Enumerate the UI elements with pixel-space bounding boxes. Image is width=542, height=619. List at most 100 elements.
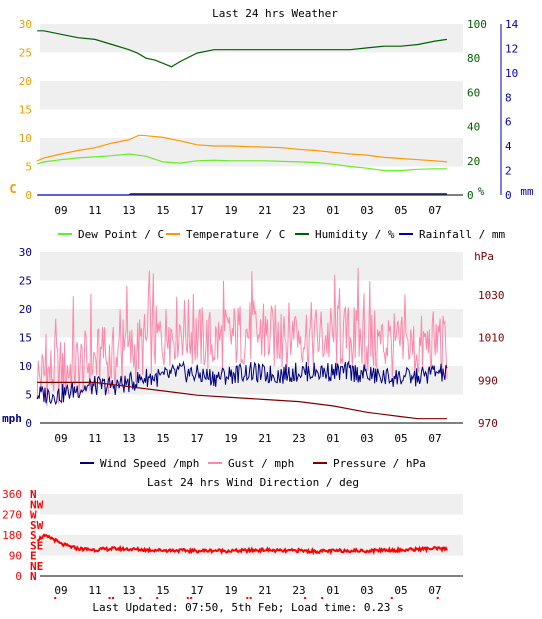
chart2-x-tick: 07: [428, 432, 441, 445]
chart3-series-wind-direction: [36, 533, 448, 556]
chart1-y-right1-tick: 0: [467, 189, 474, 202]
chart3-marker: [390, 597, 393, 599]
chart3-y-deg-tick: 270: [2, 509, 22, 522]
chart3-marker: [112, 597, 114, 599]
chart2-x-tick: 21: [258, 432, 271, 445]
chart3-marker: [249, 597, 252, 599]
chart3-y-compass-tick: SE: [30, 539, 43, 552]
chart2-series-pressure: [37, 381, 447, 420]
chart3-y-compass-tick: NE: [30, 560, 43, 573]
chart1-y-left-tick: 30: [19, 18, 32, 31]
chart1-y-left-tick: 15: [19, 104, 32, 117]
chart2-x-tick: 01: [326, 432, 339, 445]
chart1-x-tick: 19: [224, 204, 237, 217]
chart2-x-tick: 11: [88, 432, 101, 445]
chart2-y-left-label: mph: [2, 412, 22, 425]
chart1-y-left-tick: 10: [19, 132, 32, 145]
chart1-series-temperature-c: [36, 134, 447, 163]
chart1-series-rainfall-mm: [37, 193, 447, 196]
chart3-y-compass-tick: SW: [30, 519, 44, 532]
chart2-x-tick: 09: [54, 432, 67, 445]
chart1-y-right2-label: mm: [520, 185, 534, 198]
chart3-y-deg-tick: 90: [9, 550, 22, 563]
chart2-x-tick: 17: [190, 432, 203, 445]
chart1-series-dew-point-c: [37, 153, 447, 172]
chart1-y-right2-tick: 0: [505, 189, 512, 202]
chart2-y-right-label: hPa: [474, 250, 494, 263]
chart2-x-tick: 03: [360, 432, 373, 445]
chart1-x-tick: 23: [292, 204, 305, 217]
chart2-series-wind-speed: [36, 360, 448, 406]
chart1-y-right2-tick: 14: [505, 18, 519, 31]
chart3-x-tick: 03: [360, 584, 373, 597]
chart3-x-tick: 21: [258, 584, 271, 597]
chart1-x-tick: 17: [190, 204, 203, 217]
chart3-marker: [246, 597, 249, 599]
chart3-y-compass-tick: N: [30, 570, 37, 583]
chart3-y-deg-tick: 360: [2, 488, 22, 501]
chart1-y-right1-tick: 20: [467, 155, 480, 168]
chart1-legend-label: Temperature / C: [186, 228, 285, 241]
chart3-x-tick: 11: [88, 584, 101, 597]
chart1-x-tick: 09: [54, 204, 67, 217]
chart1-y-right1-label: %: [478, 185, 485, 198]
chart1-y-right2-tick: 8: [505, 91, 512, 104]
chart3-x-tick: 05: [394, 584, 407, 597]
chart2-x-tick: 05: [394, 432, 407, 445]
chart1-y-left-tick: 0: [25, 189, 32, 202]
chart1-y-right2-tick: 10: [505, 67, 518, 80]
chart3-marker: [190, 597, 193, 599]
chart2-series-gust: [36, 267, 448, 406]
chart1-series-humidity-: [37, 30, 447, 68]
chart2-x-tick: 15: [156, 432, 169, 445]
chart1-y-left-label: C: [9, 182, 16, 196]
chart3-marker: [304, 597, 307, 599]
chart1-band: [40, 81, 463, 110]
chart3-marker: [108, 597, 111, 599]
chart1-legend-label: Dew Point / C: [78, 228, 164, 241]
chart1-x-tick: 01: [326, 204, 339, 217]
chart3-y-compass-tick: E: [30, 550, 37, 563]
chart1-y-right1-tick: 40: [467, 121, 480, 134]
chart2-legend-label: Wind Speed /mph: [100, 457, 199, 470]
chart3-y-compass-tick: S: [30, 529, 37, 542]
chart3-title: Last 24 hrs Wind Direction / deg: [147, 476, 359, 489]
chart3-x-tick: 23: [292, 584, 305, 597]
footer-status: Last Updated: 07:50, 5th Feb; Load time:…: [92, 601, 403, 614]
chart2-y-right-tick: 1030: [478, 289, 505, 302]
chart2-x-tick: 23: [292, 432, 305, 445]
chart3-y-deg-tick: 0: [15, 570, 22, 583]
chart2-y-left-tick: 20: [19, 303, 32, 316]
chart3-y-deg-tick: 180: [2, 529, 22, 542]
chart1-y-right2-tick: 4: [505, 140, 512, 153]
chart1-y-left-tick: 20: [19, 75, 32, 88]
chart1-legend-label: Humidity / %: [315, 228, 395, 241]
chart2-y-right-tick: 1010: [478, 332, 505, 345]
chart1-y-right2-tick: 2: [505, 165, 512, 178]
chart1-band: [40, 138, 463, 167]
chart1-y-right2-tick: 6: [505, 116, 512, 129]
chart3-x-tick: 17: [190, 584, 203, 597]
chart2-y-left-tick: 5: [25, 389, 32, 402]
chart1-y-right1-tick: 100: [467, 18, 487, 31]
chart1-legend-label: Rainfall / mm: [419, 228, 505, 241]
chart3-x-tick: 15: [156, 584, 169, 597]
chart3-marker: [54, 597, 57, 599]
chart1-x-tick: 15: [156, 204, 169, 217]
chart3-marker: [321, 597, 324, 599]
chart2-y-right-tick: 990: [478, 374, 498, 387]
chart1-x-tick: 13: [122, 204, 135, 217]
chart2-x-tick: 13: [122, 432, 135, 445]
chart1-x-tick: 05: [394, 204, 407, 217]
chart3-x-tick: 19: [224, 584, 237, 597]
chart1-x-tick: 11: [88, 204, 101, 217]
chart1-y-right1-tick: 60: [467, 86, 480, 99]
chart3-marker: [186, 597, 189, 599]
chart2-y-right-tick: 970: [478, 417, 498, 430]
chart1-x-tick: 07: [428, 204, 441, 217]
chart2-y-left-tick: 25: [19, 275, 32, 288]
chart3-y-compass-tick: W: [30, 509, 37, 522]
chart1-y-left-tick: 5: [25, 161, 32, 174]
chart2-legend-label: Gust / mph: [228, 457, 294, 470]
